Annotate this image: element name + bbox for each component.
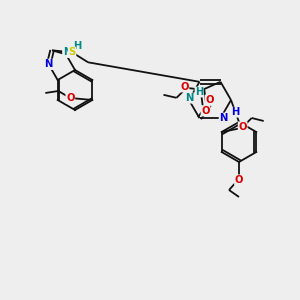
Text: O: O (238, 122, 247, 132)
Text: S: S (68, 47, 76, 57)
Text: H: H (232, 107, 240, 117)
Text: H: H (195, 87, 203, 97)
Text: N: N (44, 59, 53, 69)
Text: O: O (235, 175, 243, 185)
Text: N: N (219, 113, 228, 123)
Text: O: O (66, 93, 75, 103)
Text: O: O (201, 106, 210, 116)
Text: O: O (205, 95, 214, 105)
Text: O: O (180, 82, 189, 92)
Text: N: N (185, 93, 193, 103)
Text: H: H (73, 41, 81, 51)
Text: N: N (63, 47, 71, 57)
